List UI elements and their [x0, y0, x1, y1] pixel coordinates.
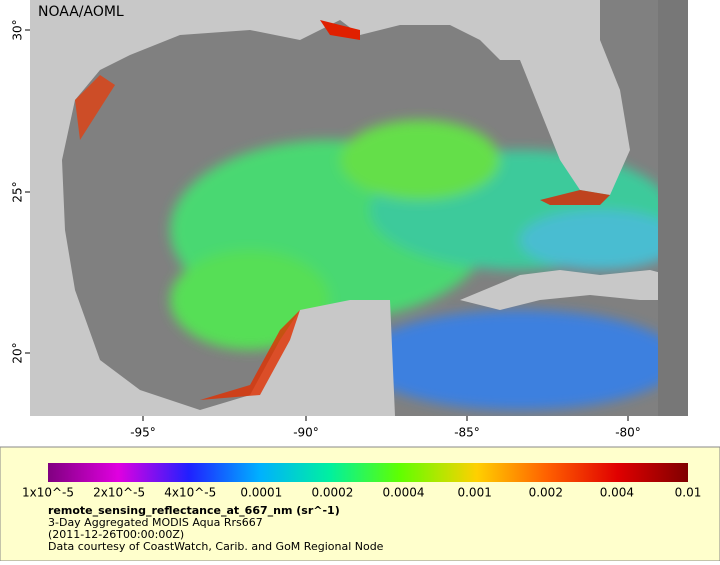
scale-label: 0.002 — [529, 486, 563, 500]
lon-label: -95° — [130, 426, 156, 440]
credit: NOAA/AOML — [38, 4, 124, 20]
info-line: Data courtesy of CoastWatch, Carib. and … — [48, 540, 384, 553]
scale-label: 0.0004 — [383, 486, 425, 500]
lon-label: -80° — [615, 426, 641, 440]
scale-label: 0.004 — [600, 486, 634, 500]
lat-label: 25° — [11, 181, 25, 202]
info-line: 3-Day Aggregated MODIS Aqua Rrs667 — [48, 516, 263, 529]
scale-label: 0.0002 — [311, 486, 353, 500]
scale-label: 2x10^-5 — [93, 486, 145, 500]
lon-label: -90° — [293, 426, 319, 440]
scale-label: 1x10^-5 — [22, 486, 74, 500]
scale-label: 0.001 — [457, 486, 491, 500]
lat-label: 30° — [11, 19, 25, 40]
cuba — [460, 270, 688, 310]
scale-label: 0.01 — [675, 486, 702, 500]
lon-label: -85° — [454, 426, 480, 440]
land-west — [30, 0, 395, 416]
atlantic — [658, 0, 688, 416]
variable: remote_sensing_reflectance_at_667_nm (sr… — [48, 504, 340, 517]
map — [30, 0, 688, 416]
lat-label: 20° — [11, 342, 25, 363]
land-north — [30, 0, 630, 195]
scale-label: 0.0001 — [240, 486, 282, 500]
colorbar — [48, 463, 688, 482]
info-line: (2011-12-26T00:00:00Z) — [48, 528, 184, 541]
scale-label: 4x10^-5 — [164, 486, 216, 500]
